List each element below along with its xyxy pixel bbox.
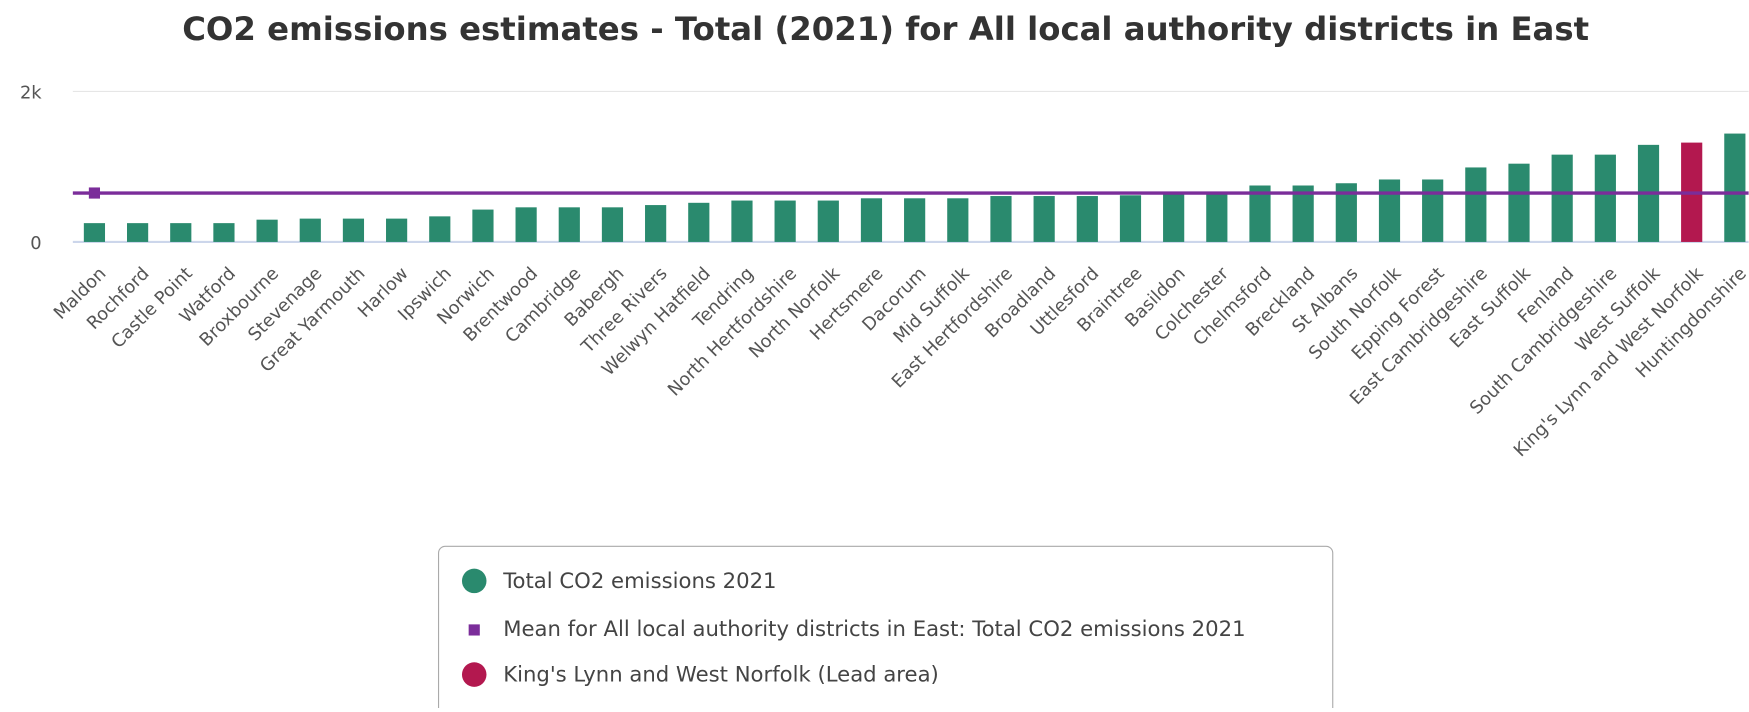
bar [386, 218, 408, 242]
y-tick-label: 0 [30, 233, 41, 254]
bar [1292, 185, 1314, 242]
bar [1163, 193, 1185, 242]
legend-label: Total CO2 emissions 2021 [502, 568, 776, 593]
bar [1076, 196, 1098, 242]
bar [947, 198, 969, 242]
legend-box [437, 545, 1334, 712]
bar [1551, 154, 1573, 242]
bar [904, 198, 926, 242]
bar [1508, 163, 1530, 242]
bar [1335, 183, 1357, 242]
bar [558, 207, 580, 242]
bar [170, 223, 192, 242]
bar [1422, 179, 1444, 242]
bar [342, 218, 365, 242]
bar [127, 223, 149, 242]
bar [601, 207, 624, 242]
legend-marker [461, 568, 487, 594]
bar [472, 209, 494, 242]
bar [1378, 179, 1401, 242]
bar [1033, 196, 1055, 242]
bar [213, 223, 235, 242]
legend-marker [468, 624, 480, 636]
legend-label: Mean for All local authority districts i… [503, 616, 1245, 641]
legend-marker [461, 662, 487, 687]
bar [1249, 185, 1271, 242]
bar [688, 202, 710, 242]
bar [774, 200, 796, 242]
bar [83, 223, 106, 242]
y-tick-label: 2k [20, 83, 42, 104]
bar [1724, 133, 1746, 242]
bar [515, 207, 537, 242]
bar [299, 218, 321, 242]
bar [645, 205, 667, 242]
bar [1594, 154, 1616, 242]
bar [429, 216, 451, 242]
mean-marker [88, 187, 101, 199]
bar [1465, 167, 1487, 242]
chart-title: CO2 emissions estimates - Total (2021) f… [182, 10, 1589, 48]
bar [990, 196, 1012, 242]
bar [1119, 195, 1142, 242]
bar [860, 198, 883, 242]
legend-label: King's Lynn and West Norfolk (Lead area) [503, 662, 939, 687]
bar [256, 219, 278, 242]
bar [731, 200, 753, 242]
bar [1206, 191, 1228, 242]
bar [817, 200, 839, 242]
